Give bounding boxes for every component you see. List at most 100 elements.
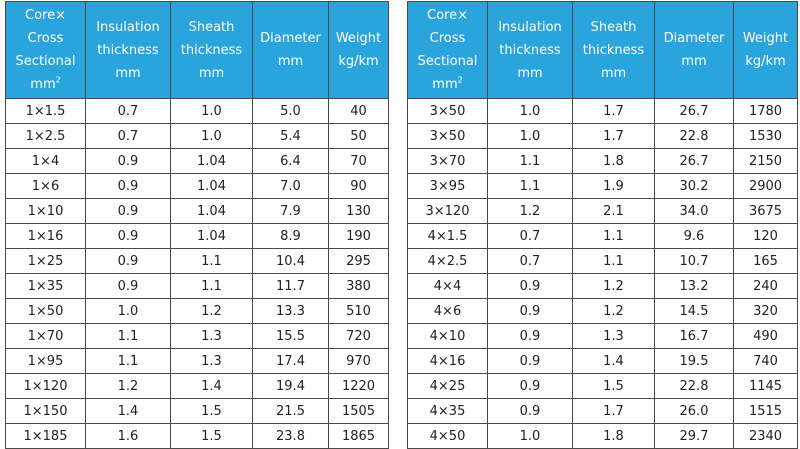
- table-header: Core× Cross Sectional mm 2 Insulation thicknes…: [5, 1, 389, 99]
- table-cell: 8.9: [252, 223, 329, 249]
- table-cell: 11.7: [252, 273, 329, 299]
- table-cell: 1515: [733, 398, 798, 424]
- table-cell: 1.5: [170, 398, 253, 424]
- table-cell: 10.4: [252, 248, 329, 274]
- header-text: Weight: [335, 31, 382, 46]
- table-cell: 16.7: [654, 323, 734, 349]
- table-cell: 1530: [733, 123, 798, 149]
- header-line: mm: [488, 62, 572, 85]
- header-line: Diameter: [655, 27, 733, 50]
- header-text: Cross: [27, 31, 64, 46]
- table-cell: 1.1: [572, 223, 655, 249]
- header-text: Insulation: [96, 19, 160, 35]
- table-cell: 1×120: [5, 373, 86, 399]
- table-cell: 4×50: [407, 423, 488, 449]
- column-header: Sheath thickness mm: [572, 1, 655, 99]
- spec-table-left: Core× Cross Sectional mm 2 Insulation thicknes…: [5, 1, 389, 449]
- table-row: 4×25 0.9 1.5 22.8 1145: [407, 373, 798, 399]
- table-cell: 720: [328, 323, 389, 349]
- header-line: Sectional: [6, 50, 85, 73]
- table-cell: 1.8: [572, 423, 655, 449]
- table-cell: 3×120: [407, 198, 488, 224]
- table-cell: 29.7: [654, 423, 734, 449]
- header-text: thickness: [499, 42, 561, 58]
- header-line: Cross: [6, 27, 85, 50]
- table-cell: 13.2: [654, 273, 734, 299]
- table-cell: 1.1: [487, 148, 573, 174]
- table-cell: 165: [733, 248, 798, 274]
- table-cell: 1.4: [170, 373, 253, 399]
- table-cell: 26.7: [654, 148, 734, 174]
- header-line: Insulation: [488, 16, 572, 39]
- header-line: kg/km: [329, 50, 388, 73]
- table-cell: 26.7: [654, 98, 734, 124]
- table-row: 1×16 0.9 1.04 8.9 190: [5, 223, 389, 249]
- table-cell: 3×95: [407, 173, 488, 199]
- header-text: Weight: [742, 31, 789, 46]
- header-text: mm: [600, 65, 627, 81]
- table-cell: 1×4: [5, 148, 86, 174]
- unit-superscript: 2: [55, 75, 61, 85]
- table-cell: 21.5: [252, 398, 329, 424]
- table-cell: 1.1: [85, 348, 171, 374]
- table-cell: 380: [328, 273, 389, 299]
- table-cell: 1.2: [85, 373, 171, 399]
- header-text: Sectional: [15, 54, 76, 69]
- table-cell: 3×50: [407, 123, 488, 149]
- table-cell: 2.1: [572, 198, 655, 224]
- table-row: 4×16 0.9 1.4 19.5 740: [407, 348, 798, 374]
- column-header: Diameter mm: [654, 1, 734, 99]
- table-cell: 1×70: [5, 323, 86, 349]
- table-cell: 1.0: [487, 423, 573, 449]
- table-cell: 7.9: [252, 198, 329, 224]
- column-header: Core× Cross Sectional mm2: [5, 1, 86, 99]
- table-cell: 4×10: [407, 323, 488, 349]
- table-cell: 50: [328, 123, 389, 149]
- table-cell: 40: [328, 98, 389, 124]
- table-cell: 1×10: [5, 198, 86, 224]
- table-cell: 22.8: [654, 373, 734, 399]
- table-cell: 4×4: [407, 273, 488, 299]
- table-cell: 4×1.5: [407, 223, 488, 249]
- table-cell: 1.2: [572, 273, 655, 299]
- table-cell: 14.5: [654, 298, 734, 324]
- column-header: Insulation thickness mm: [85, 1, 171, 99]
- table-cell: 0.7: [85, 123, 171, 149]
- column-header: Weight kg/km: [733, 1, 798, 99]
- table-cell: 1×6: [5, 173, 86, 199]
- table-cell: 320: [733, 298, 798, 324]
- table-cell: 1.0: [487, 123, 573, 149]
- header-text: Core×: [25, 8, 66, 23]
- table-cell: 1×95: [5, 348, 86, 374]
- header-text: mm: [432, 77, 458, 92]
- table-cell: 3675: [733, 198, 798, 224]
- spec-table-right: Core× Cross Sectional mm2 Insulation thicknes…: [407, 1, 798, 449]
- table-cell: 1.1: [170, 273, 253, 299]
- header-line: thickness: [86, 39, 170, 62]
- table-cell: 510: [328, 298, 389, 324]
- table-cell: 19.4: [252, 373, 329, 399]
- table-cell: 23.8: [252, 423, 329, 449]
- header-text: mm: [198, 65, 225, 81]
- table-row: 1×50 1.0 1.2 13.3 510: [5, 298, 389, 324]
- header-line: Sectional: [408, 50, 487, 73]
- table-cell: 1.2: [170, 298, 253, 324]
- table-cell: 0.9: [85, 148, 171, 174]
- table-row: 1×2.5 0.7 1.0 5.4 50: [5, 123, 389, 149]
- table-cell: 1.1: [572, 248, 655, 274]
- header-line: mm: [655, 50, 733, 73]
- table-cell: 2340: [733, 423, 798, 449]
- table-cell: 70: [328, 148, 389, 174]
- column-header: Weight kg/km: [328, 1, 389, 99]
- table-row: 1×25 0.9 1.1 10.4 295: [5, 248, 389, 274]
- table-cell: 0.9: [85, 198, 171, 224]
- header-text: kg/km: [338, 54, 379, 69]
- table-cell: 4×25: [407, 373, 488, 399]
- header-text: Insulation: [498, 19, 562, 35]
- header-line: mm: [573, 62, 654, 85]
- table-cell: 490: [733, 323, 798, 349]
- table-cell: 5.4: [252, 123, 329, 149]
- column-header: Insulation thickness mm: [487, 1, 573, 99]
- table-cell: 1×1.5: [5, 98, 86, 124]
- header-line: Cross: [408, 27, 487, 50]
